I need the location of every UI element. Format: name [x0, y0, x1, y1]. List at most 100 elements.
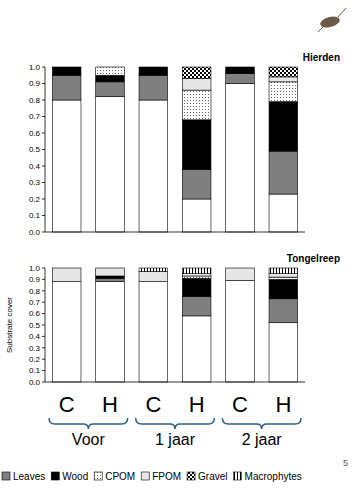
x-tick-label: H	[189, 392, 205, 417]
bar-segment	[52, 67, 81, 68]
page-number: 5	[343, 458, 348, 468]
legend-swatch	[234, 472, 242, 480]
legend-swatch	[141, 472, 149, 480]
bar-segment	[96, 67, 125, 68]
bar-segment	[182, 316, 211, 382]
bar-segment	[96, 82, 125, 97]
bar-segment	[269, 67, 298, 68]
y-axis	[45, 268, 46, 382]
bar-segment	[226, 74, 255, 84]
bar-segment	[96, 67, 125, 68]
bar-segment	[269, 279, 298, 298]
bar-segment	[226, 67, 255, 68]
x-tick-label: H	[275, 392, 291, 417]
bar-segment	[52, 67, 81, 68]
bar-segment	[139, 67, 168, 68]
bar-segment	[96, 278, 125, 281]
bar-segment	[139, 67, 168, 68]
bar-segment	[269, 67, 298, 77]
bar-segment	[182, 90, 211, 120]
y-tick-label: 0.3	[29, 344, 41, 353]
y-tick-label: 0.6	[29, 129, 41, 138]
legend-swatch	[187, 472, 195, 480]
group-label: 1 jaar	[155, 431, 196, 448]
y-tick-label: 0.8	[29, 96, 41, 105]
y-tick	[42, 359, 45, 360]
bar-segment	[269, 151, 298, 194]
y-tick-label: 0.5	[29, 145, 41, 154]
y-tick	[42, 382, 45, 383]
insect-antenna	[338, 8, 346, 17]
y-axis	[45, 67, 46, 232]
bar-segment	[269, 82, 298, 102]
y-tick-label: 0.7	[29, 298, 41, 307]
y-tick	[42, 133, 45, 134]
bar-segment	[182, 278, 211, 296]
y-tick	[42, 83, 45, 84]
y-tick	[42, 100, 45, 101]
bar-segment	[96, 67, 125, 75]
figure: Hierden0.00.10.20.30.40.50.60.70.80.91.0…	[0, 0, 354, 490]
y-tick	[42, 166, 45, 167]
bar-segment	[139, 271, 168, 281]
group-brace	[136, 418, 215, 429]
y-tick-label: 0.0	[29, 228, 41, 237]
bar-segment	[96, 282, 125, 382]
bar-segment	[269, 274, 298, 277]
bar-segment	[269, 268, 298, 274]
y-tick	[42, 279, 45, 280]
y-tick-label: 0.2	[29, 195, 41, 204]
y-tick	[42, 149, 45, 150]
bar-segment	[182, 67, 211, 68]
bar-segment	[226, 84, 255, 233]
group-brace	[222, 418, 301, 429]
y-tick-label: 0.9	[29, 275, 41, 284]
bar-segment	[226, 67, 255, 68]
bar-segment	[52, 268, 81, 282]
y-tick	[42, 313, 45, 314]
group-label: Voor	[72, 431, 106, 448]
bar-segment	[96, 97, 125, 232]
y-tick-label: 0.2	[29, 355, 41, 364]
bar-segment	[52, 67, 81, 75]
y-tick-label: 1.0	[29, 264, 41, 273]
y-tick-label: 0.6	[29, 309, 41, 318]
x-tick-label: C	[59, 392, 75, 417]
y-tick-label: 0.8	[29, 287, 41, 296]
bar-segment	[182, 199, 211, 232]
bar-segment	[52, 268, 81, 269]
x-tick-label: C	[145, 392, 161, 417]
bar-segment	[96, 268, 125, 269]
legend-swatch	[51, 472, 59, 480]
bar-segment	[52, 67, 81, 68]
legend-label: Macrophytes	[245, 471, 302, 482]
bar-segment	[96, 276, 125, 278]
bar-segment	[226, 268, 255, 269]
legend-label: Wood	[62, 471, 88, 482]
bar-segment	[96, 268, 125, 269]
bar-segment	[226, 67, 255, 74]
bar-segment	[52, 268, 81, 269]
chart-title: Tongelreep	[287, 253, 340, 264]
bar-segment	[226, 67, 255, 68]
y-tick	[42, 325, 45, 326]
bar-segment	[269, 102, 298, 151]
bar-segment	[226, 268, 255, 269]
insect-icon	[318, 8, 346, 32]
y-tick	[42, 302, 45, 303]
bar-segment	[52, 67, 81, 68]
bar-segment	[182, 79, 211, 91]
y-tick-label: 0.5	[29, 321, 41, 330]
y-axis-label: Substrate cover	[5, 297, 14, 353]
bar-segment	[96, 75, 125, 82]
y-tick	[42, 290, 45, 291]
y-tick-label: 0.4	[29, 162, 41, 171]
bar-segment	[139, 75, 168, 100]
x-axis	[45, 382, 305, 383]
legend-swatch	[2, 472, 10, 480]
y-tick-label: 0.1	[29, 366, 41, 375]
bar-segment	[182, 274, 211, 276]
bar-segment	[96, 67, 125, 68]
bar-segment	[182, 169, 211, 199]
insect-leg	[318, 26, 324, 32]
